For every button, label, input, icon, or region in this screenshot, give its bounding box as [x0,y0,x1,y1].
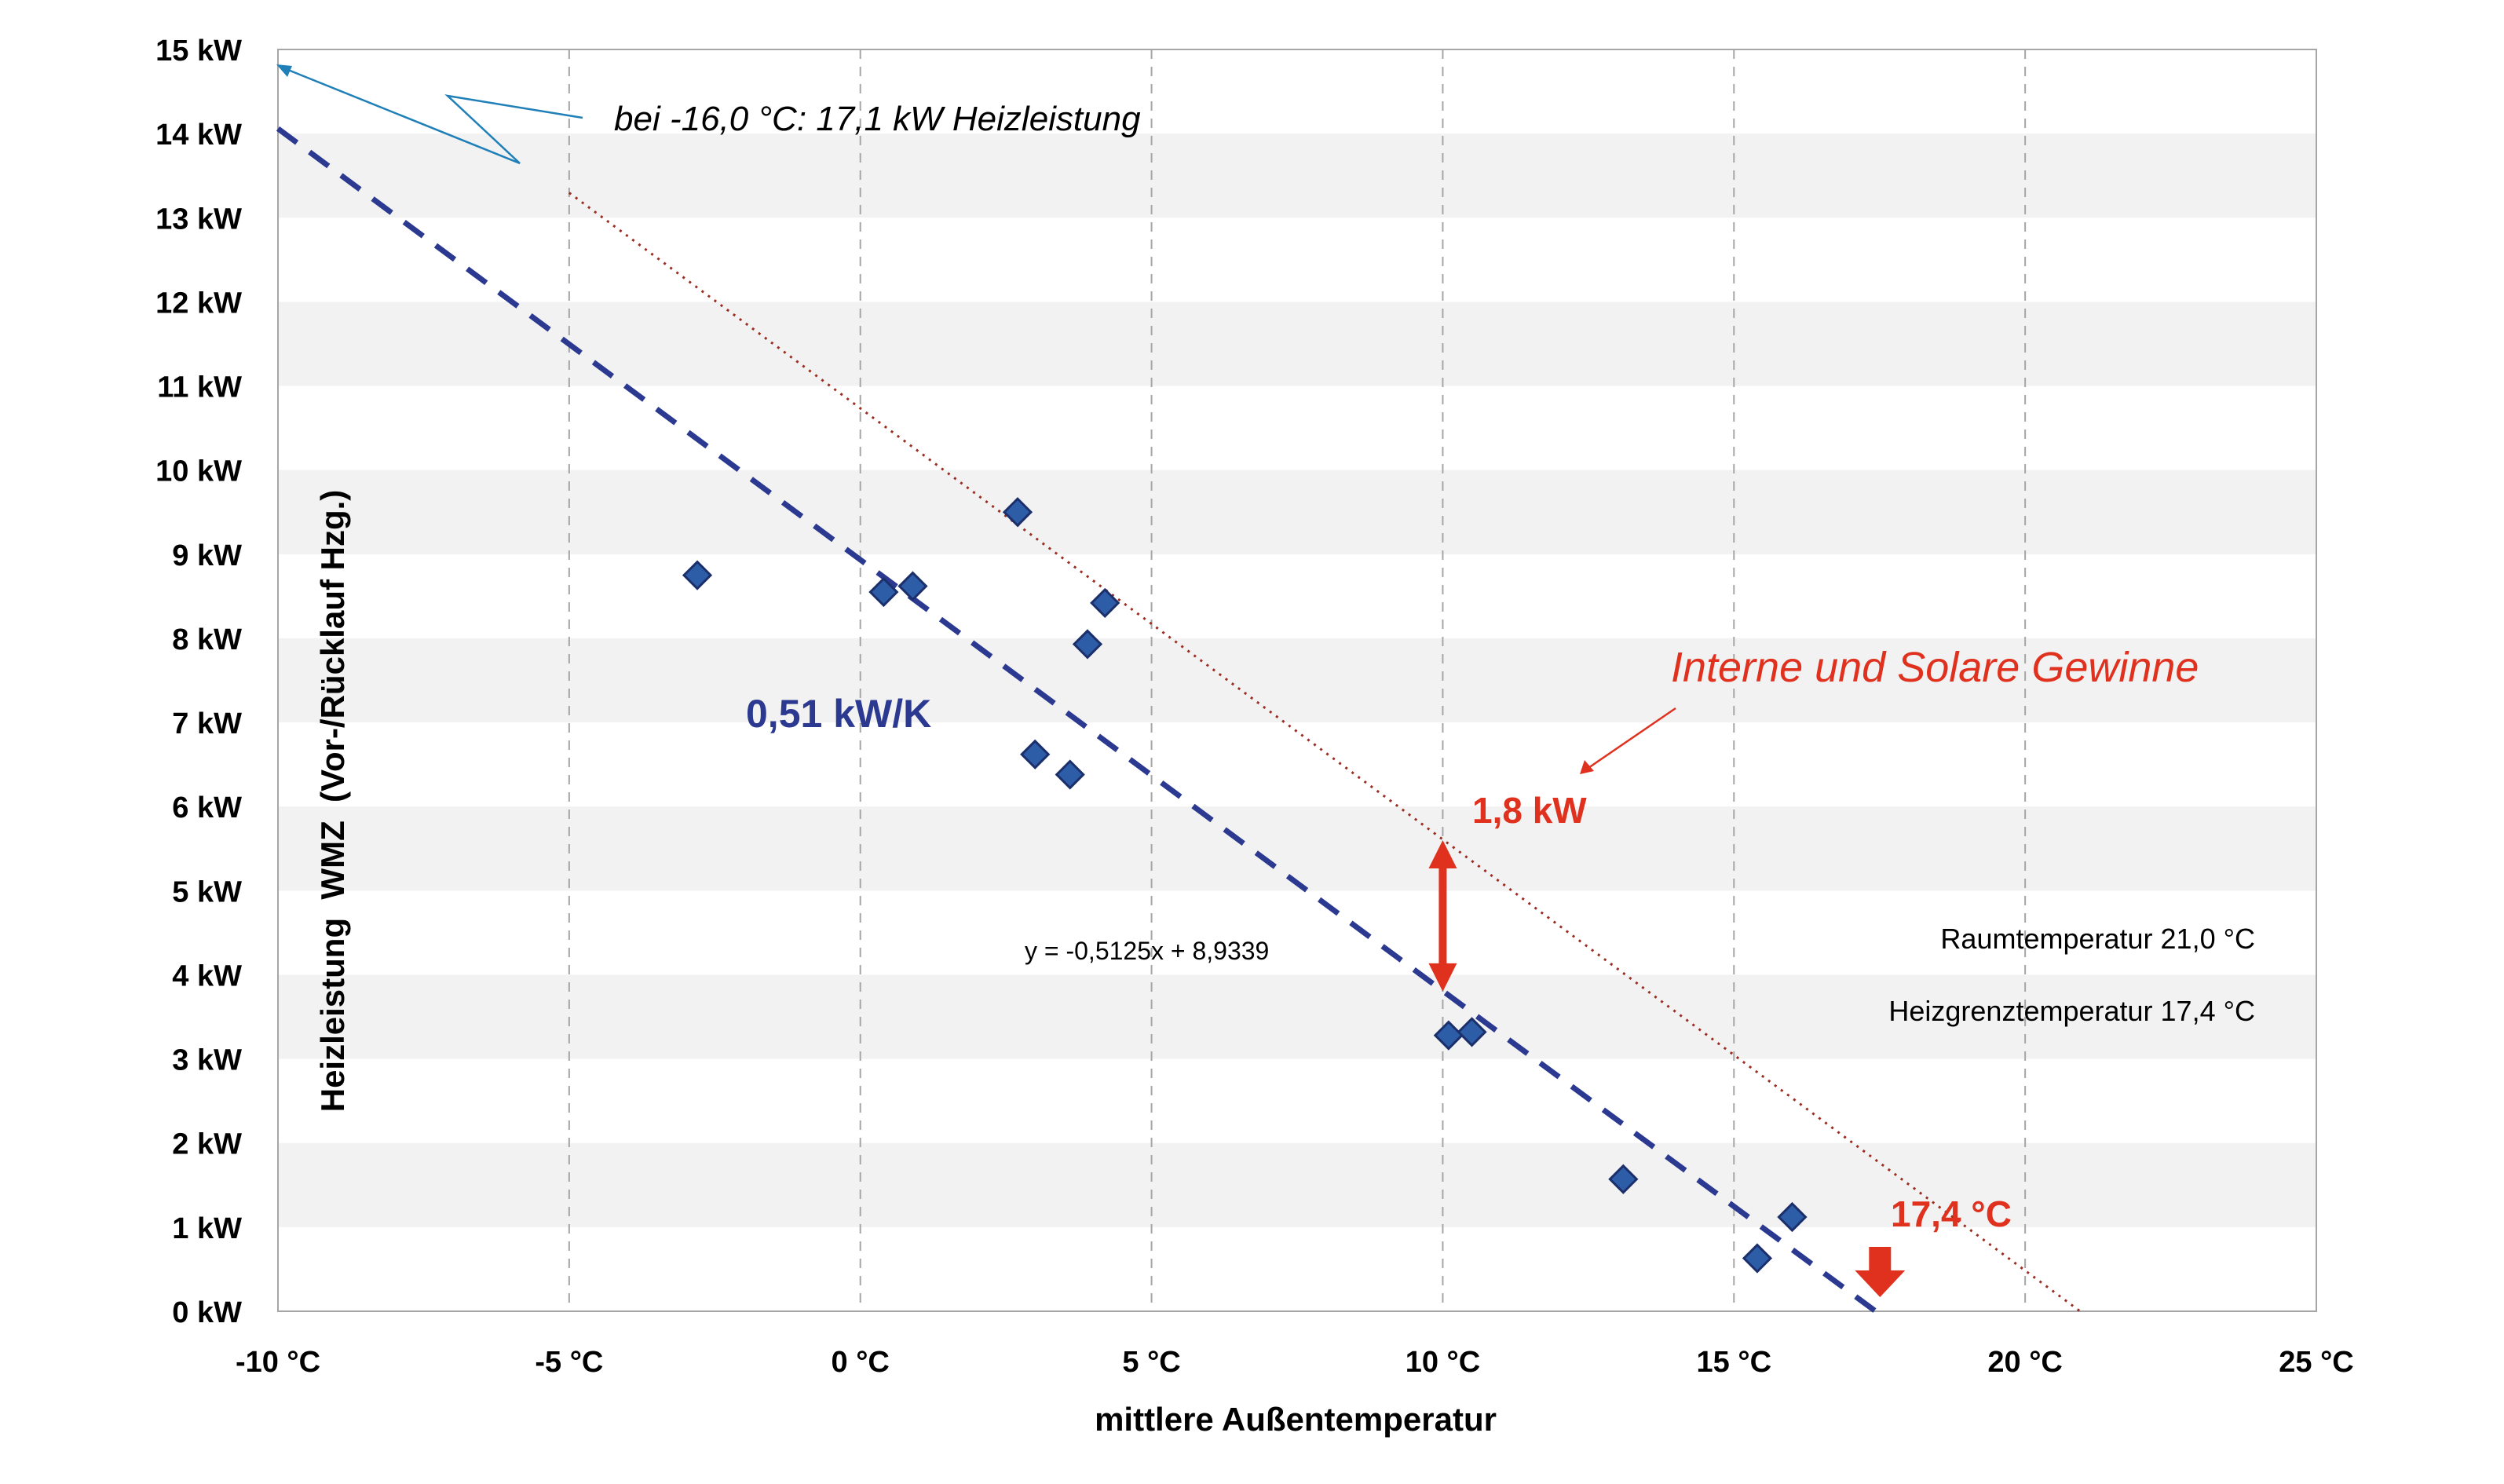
y-tick-label: 11 kW [157,371,242,404]
background-band [278,470,2316,554]
background-band [278,1142,2316,1227]
y-tick-label: 6 kW [172,791,242,824]
background-band [278,638,2316,723]
extrapolation-pointer-arrowhead [276,64,292,77]
gap-label: 1,8 kW [1472,790,1587,831]
slope-label: 0,51 kW/K [746,692,931,736]
gains-label: Interne und Solare Gewinne [1671,644,2199,691]
vertical-gridlines [568,49,2027,1311]
x-axis-tick-labels: -10 °C -5 °C 0 °C 5 °C 10 °C 15 °C 20 °C 25 °C [236,1346,2354,1379]
x-tick-label: 15 °C [1697,1346,1771,1379]
data-point-marker [1742,1243,1773,1274]
data-point-marker [897,571,928,601]
y-tick-label: 0 kW [172,1296,242,1329]
data-point-marker [868,576,899,608]
data-point-marker [1608,1164,1639,1194]
y-tick-label: 5 kW [172,875,242,908]
x-tick-label: -10 °C [236,1346,320,1379]
trendline [276,126,1877,1314]
data-points [682,497,1808,1274]
y-tick-label: 9 kW [172,539,242,572]
gap-double-arrow [1428,840,1457,992]
data-point-marker [1055,759,1085,790]
background-band [278,133,2316,218]
data-point-marker [1777,1201,1808,1233]
plot-area-border [277,49,2317,1312]
background-band [278,974,2316,1059]
x-tick-label: 5 °C [1122,1346,1180,1379]
gap-arrow-head-down [1428,963,1457,992]
y-tick-label: 10 kW [155,455,242,488]
limit-down-arrow [1855,1247,1906,1297]
data-point-marker [1090,587,1120,619]
x-tick-label: 0 °C [832,1346,890,1379]
y-axis-label: Heizleistung WMZ (Vor-/Rücklauf Hzg.) [314,490,351,1113]
room-temperature-note: Raumtemperatur 21,0 °C [1940,923,2255,955]
background-band [278,806,2316,891]
limit-temperature-label: 17,4 °C [1891,1193,2012,1234]
background-bands [278,133,2316,1227]
x-axis-label: mittlere Außentemperatur [1095,1401,1497,1438]
data-point-marker [682,560,713,590]
data-point-marker [1002,497,1033,528]
y-axis-tick-labels: 0 kW 1 kW 2 kW 3 kW 4 kW 5 kW 6 kW 7 kW 8 kW 9 kW… [155,35,242,1329]
y-tick-label: 12 kW [155,287,242,320]
x-tick-label: 10 °C [1406,1346,1480,1379]
gap-arrow-head-up [1428,840,1457,869]
x-tick-label: 20 °C [1987,1346,2062,1379]
gains-pointer-arrowhead [1580,760,1594,774]
y-tick-label: 4 kW [172,959,242,992]
y-tick-label: 1 kW [172,1212,242,1245]
data-point-marker [1433,1020,1464,1051]
gains-pointer-line [1585,707,1676,771]
y-tick-label: 13 kW [155,203,242,236]
x-tick-label: -5 °C [535,1346,603,1379]
data-point-marker [1072,629,1103,660]
trendline-equation: y = -0,5125x + 8,9339 [1025,937,1269,965]
y-tick-label: 2 kW [172,1128,242,1161]
y-tick-label: 15 kW [155,35,242,68]
data-point-marker [1020,739,1051,769]
y-tick-label: 3 kW [172,1044,242,1077]
background-band [278,302,2316,386]
extrapolation-pointer-line [280,65,583,165]
y-tick-label: 7 kW [172,707,242,740]
y-tick-label: 8 kW [172,623,242,656]
limit-arrow-head [1855,1270,1906,1297]
heating-limit-note: Heizgrenztemperatur 17,4 °C [1888,995,2255,1027]
y-tick-label: 14 kW [155,119,242,152]
data-point-marker [1457,1017,1487,1047]
extrapolation-annotation: bei -16,0 °C: 17,1 kW Heizleistung [614,100,1141,138]
x-tick-label: 25 °C [2279,1346,2353,1379]
limit-arrow-shaft [1869,1247,1892,1272]
